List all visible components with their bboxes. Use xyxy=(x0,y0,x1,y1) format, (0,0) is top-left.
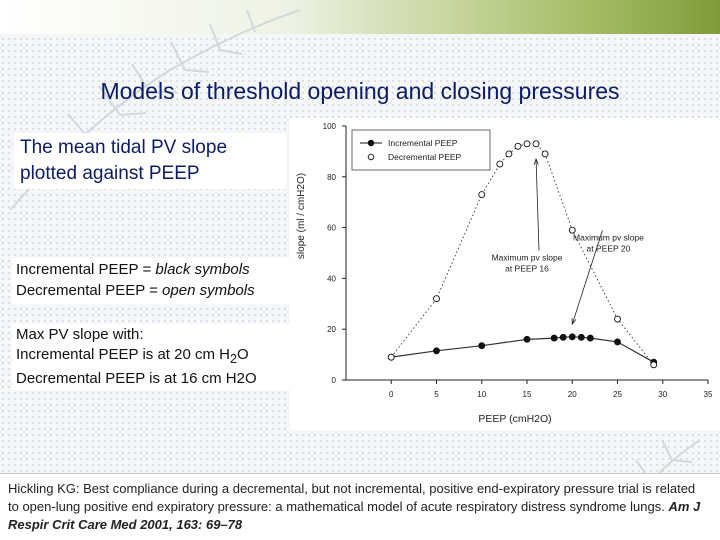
series-line-decremental xyxy=(390,143,655,366)
pv-slope-chart: 0 20 40 60 80 100 0 5 10 15 20 25 30 35 PEEP (cmH2O) sl… xyxy=(296,122,713,425)
annotation-arrowhead xyxy=(571,318,577,326)
data-point-incremental xyxy=(550,334,558,342)
x-tick-label: 10 xyxy=(477,390,486,399)
symbol-key-dec-emph: open symbols xyxy=(162,282,255,299)
legend-box xyxy=(351,129,491,171)
legend-marker-incremental xyxy=(367,139,375,147)
data-point-incremental xyxy=(523,335,531,343)
data-point-decremental xyxy=(523,140,531,148)
data-point-decremental xyxy=(568,226,576,234)
symbol-key-inc-label: Incremental PEEP = xyxy=(16,261,156,278)
max-slope-summary: Max PV slope with: Incremental PEEP is a… xyxy=(12,324,308,390)
y-tick-label: 40 xyxy=(327,274,336,283)
annotation-text: Maximum pv slope xyxy=(492,253,563,263)
symbol-key: Incremental PEEP = black symbols Decreme… xyxy=(12,258,304,304)
symbol-key-inc-emph: black symbols xyxy=(155,261,250,278)
max-slope-decremental: Decremental PEEP is at 16 cm H2O xyxy=(16,370,257,387)
data-point-decremental xyxy=(478,191,486,199)
annotation-text: Maximum pv slope xyxy=(573,232,644,242)
legend-label-decremental: Decremental PEEP xyxy=(388,152,462,162)
y-axis-label: slope (ml / cmH2O) xyxy=(296,173,307,259)
chart-description: The mean tidal PV slope plotted against … xyxy=(14,133,286,189)
citation-text: Hickling KG: Best compliance during a de… xyxy=(8,481,696,514)
max-slope-inc-text: Incremental PEEP is at 20 cm H xyxy=(16,346,230,363)
symbol-key-dec-label: Decremental PEEP = xyxy=(16,282,163,299)
data-point-decremental xyxy=(532,140,540,148)
data-point-decremental xyxy=(614,315,621,323)
data-point-incremental xyxy=(559,333,567,341)
x-tick-label: 35 xyxy=(704,390,713,399)
data-point-decremental xyxy=(387,353,395,361)
annotation-text: at PEEP 20 xyxy=(587,243,631,253)
data-point-decremental xyxy=(514,142,522,150)
data-point-decremental xyxy=(505,150,513,158)
max-slope-incremental: Incremental PEEP is at 20 cm H2O xyxy=(16,345,304,369)
annotation-arrowhead xyxy=(533,157,539,165)
data-point-incremental xyxy=(577,333,585,341)
y-tick-label: 80 xyxy=(327,173,336,182)
data-point-incremental xyxy=(614,338,621,346)
data-point-decremental xyxy=(433,295,440,303)
citation: Hickling KG: Best compliance during a de… xyxy=(0,473,720,540)
max-slope-inc-suffix: O xyxy=(236,346,249,363)
symbol-key-decremental: Decremental PEEP = open symbols xyxy=(16,280,300,301)
legend-label-incremental: Incremental PEEP xyxy=(388,138,458,148)
max-slope-inc-sub: 2 xyxy=(229,352,237,366)
y-tick-label: 20 xyxy=(327,325,336,334)
data-point-incremental xyxy=(586,334,594,342)
y-tick-label: 60 xyxy=(327,224,336,233)
data-point-incremental xyxy=(433,347,440,355)
data-point-decremental xyxy=(541,150,549,158)
description-line-2: plotted against PEEP xyxy=(20,163,200,184)
x-tick-label: 5 xyxy=(434,390,439,399)
chart-panel: 0 20 40 60 80 100 0 5 10 15 20 25 30 35 PEEP (cmH2O) sl… xyxy=(290,118,720,430)
header-bar xyxy=(0,0,720,34)
x-tick-label: 30 xyxy=(658,390,667,399)
y-tick-label: 0 xyxy=(332,376,337,385)
annotation-arrow xyxy=(571,230,603,325)
legend-marker-decremental xyxy=(367,153,375,161)
data-point-decremental xyxy=(650,361,658,369)
page-title: Models of threshold opening and closing … xyxy=(100,78,620,104)
symbol-key-incremental: Incremental PEEP = black symbols xyxy=(16,259,300,280)
annotation-text: at PEEP 16 xyxy=(505,264,549,274)
annotation-arrow xyxy=(535,159,540,251)
x-tick-label: 25 xyxy=(613,390,622,399)
data-point-incremental xyxy=(478,342,486,350)
citation-journal: Am J Respir Crit Care Med 2001, 163: 69–… xyxy=(8,499,701,532)
x-tick-label: 20 xyxy=(568,390,577,399)
data-point-decremental xyxy=(496,160,504,168)
y-tick-label: 100 xyxy=(323,122,337,131)
max-slope-heading: Max PV slope with: xyxy=(16,326,144,343)
x-tick-label: 0 xyxy=(389,390,394,399)
x-axis-label: PEEP (cmH2O) xyxy=(478,413,551,425)
data-point-incremental xyxy=(568,333,576,341)
x-tick-label: 15 xyxy=(523,390,532,399)
description-line-1: The mean tidal PV slope xyxy=(20,137,228,158)
